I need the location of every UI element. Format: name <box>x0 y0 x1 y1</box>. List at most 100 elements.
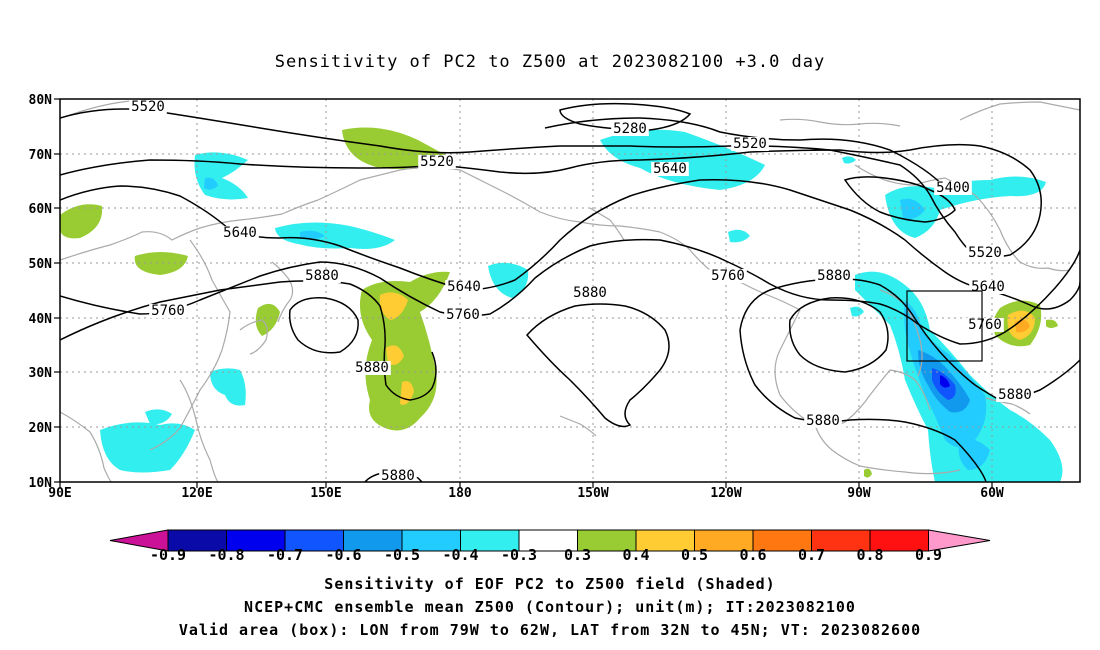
contour-label-text: 5760 <box>446 307 480 323</box>
contour-label-text: 5880 <box>573 285 607 301</box>
contour-label: 5880 <box>815 268 853 284</box>
contour-label-bg <box>418 155 456 169</box>
lon-label: 60W <box>980 486 1004 501</box>
contour-5400 <box>843 176 956 223</box>
shade-negative <box>145 409 172 425</box>
shade-positive <box>864 468 872 478</box>
contour-label-text: 5520 <box>968 245 1002 261</box>
colorbar-label: -0.4 <box>442 546 478 564</box>
contour-label-bg <box>731 137 769 151</box>
valid-area-box <box>906 290 983 362</box>
contour-5520-north <box>60 108 976 256</box>
contour-label-text: 5640 <box>223 225 257 241</box>
shade-positive <box>386 345 404 365</box>
lat-lon-grid <box>60 99 1080 482</box>
contour-label-bg <box>611 122 649 136</box>
contour-label-text: 5880 <box>355 360 389 376</box>
contour-label: 5640 <box>221 225 259 241</box>
colorbar-label: -0.3 <box>501 546 537 564</box>
shade-positive <box>60 204 103 239</box>
map-area: 5520 5280 5520 5520 5640 5400 5640 5520 5880 5760… <box>60 99 1080 484</box>
lon-label: 120W <box>710 486 741 501</box>
shade-negative <box>900 198 925 219</box>
contour-label: 5280 <box>611 121 649 137</box>
contour-label-bg <box>303 269 341 283</box>
colorbar-label: -0.7 <box>267 546 303 564</box>
contour-label-text: 5520 <box>733 136 767 152</box>
contour-label-text: 5880 <box>806 413 840 429</box>
colorbar-label: -0.6 <box>325 546 361 564</box>
contour-5760 <box>60 238 1080 345</box>
contour-label: 5640 <box>969 279 1007 295</box>
contour-label-bg <box>815 269 853 283</box>
shade-negative <box>850 306 864 317</box>
contour-label: 5640 <box>445 279 483 295</box>
contour-label-text: 5880 <box>381 468 415 484</box>
contour-label-bg <box>571 286 609 300</box>
contour-label-bg <box>149 304 187 318</box>
shade-negative <box>842 156 856 164</box>
contour-label-text: 5760 <box>711 268 745 284</box>
shade-negative <box>940 375 950 388</box>
contour-label: 5880 <box>996 387 1034 403</box>
contour-label: 5400 <box>934 180 972 196</box>
contour-label: 5880 <box>303 268 341 284</box>
contour-label-bg <box>966 246 1004 260</box>
shade-positive <box>1046 319 1058 328</box>
contour-label: 5880 <box>571 285 609 301</box>
shade-positive <box>134 252 188 275</box>
contour-label-text: 5640 <box>447 279 481 295</box>
contour-label-bg <box>444 308 482 322</box>
lat-label: 80N <box>29 93 53 108</box>
colorbar-label: -0.5 <box>384 546 420 564</box>
contour-label: 5880 <box>804 413 842 429</box>
contour-label-text: 5280 <box>613 121 647 137</box>
lat-label: 30N <box>29 366 53 381</box>
contour-label-bg <box>445 280 483 294</box>
contour-label: 5520 <box>966 245 1004 261</box>
contour-5880-us-loop <box>788 297 889 373</box>
contour-label: 5520 <box>129 99 167 115</box>
shade-positive <box>255 303 280 336</box>
lat-label: 50N <box>29 257 53 272</box>
colorbar-label: 0.9 <box>915 546 942 564</box>
contour-label-bg <box>129 100 167 114</box>
contour-label-text: 5400 <box>936 180 970 196</box>
contour-label-text: 5880 <box>817 268 851 284</box>
contour-label: 5520 <box>418 154 456 170</box>
contour-5880-pacific <box>526 303 670 428</box>
contour-label-text: 5760 <box>151 303 185 319</box>
contour-label-bg <box>996 388 1034 402</box>
shade-negative <box>488 262 529 298</box>
contour-5880-west <box>60 280 437 401</box>
contour-label-text: 5880 <box>305 268 339 284</box>
shade-negative <box>728 229 750 243</box>
footer-line-3: Valid area (box): LON from 79W to 62W, L… <box>179 621 921 639</box>
lat-label: 60N <box>29 202 53 217</box>
contour-label-text: 5880 <box>998 387 1032 403</box>
contour-label: 5760 <box>444 307 482 323</box>
shade-negative <box>100 422 195 473</box>
colorbar-label: -0.9 <box>150 546 186 564</box>
lat-label: 70N <box>29 148 53 163</box>
shade-positive <box>379 292 408 320</box>
contour-label-bg <box>804 414 842 428</box>
shade-negative <box>210 368 246 406</box>
lon-label: 90E <box>48 486 71 501</box>
colorbar-label: -0.8 <box>208 546 244 564</box>
latitude-labels: 80N 70N 60N 50N 40N 30N 20N 10N <box>29 93 53 491</box>
contour-label-bg <box>966 318 1004 332</box>
colorbar-label: 0.7 <box>798 546 825 564</box>
lat-label: 10N <box>29 476 53 491</box>
contour-5520-south <box>60 143 1042 258</box>
contour-5880-south <box>739 329 987 482</box>
contour-label: 5760 <box>966 317 1004 333</box>
contour-label-bg <box>709 269 747 283</box>
lon-label: 90W <box>847 486 871 501</box>
contour-label: 5520 <box>731 136 769 152</box>
contour-label-text: 5640 <box>971 279 1005 295</box>
contour-label-text: 5640 <box>653 161 687 177</box>
map-title: Sensitivity of PC2 to Z500 at 2023082100… <box>275 52 826 72</box>
contour-label-bg <box>221 226 259 240</box>
